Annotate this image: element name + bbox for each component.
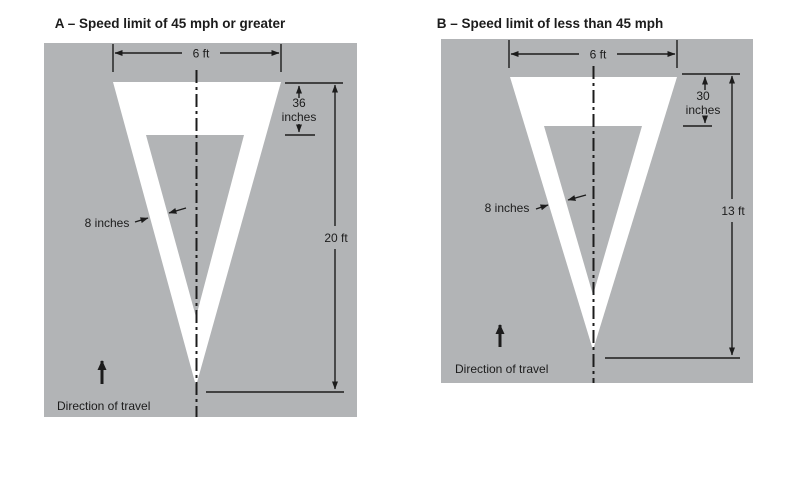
dim-top-width: 6 ft bbox=[508, 40, 678, 68]
dim-band-depth-value: 30 bbox=[696, 89, 710, 103]
panel-a-diagram: 6 ft 36 inches 20 ft 8 inches Direct bbox=[44, 43, 357, 417]
direction-of-travel: Direction of travel bbox=[57, 360, 150, 413]
dim-band-depth-value: 36 bbox=[292, 96, 306, 110]
dim-band-depth-unit: inches bbox=[282, 110, 317, 124]
dim-top-width-label: 6 ft bbox=[193, 47, 210, 61]
dim-length-label: 20 ft bbox=[324, 231, 348, 245]
panel-b-title: B – Speed limit of less than 45 mph bbox=[436, 16, 664, 31]
dim-band-depth: 36 inches bbox=[282, 82, 343, 136]
direction-of-travel: Direction of travel bbox=[455, 324, 548, 376]
callout-stripe-width: 8 inches bbox=[485, 194, 587, 215]
stripe-pointer-inner bbox=[567, 194, 587, 201]
panel-b-diagram: 6 ft 30 inches 13 ft 8 inches Direct bbox=[441, 39, 753, 383]
direction-label: Direction of travel bbox=[455, 362, 548, 376]
stripe-pointer-outer bbox=[134, 217, 149, 224]
dim-length: 20 ft bbox=[206, 84, 348, 393]
stripe-width-label: 8 inches bbox=[85, 216, 130, 230]
stripe-pointer-inner bbox=[168, 207, 187, 214]
stripe-width-label: 8 inches bbox=[485, 201, 530, 215]
panel-a-title: A – Speed limit of 45 mph or greater bbox=[54, 16, 286, 31]
dim-top-width: 6 ft bbox=[112, 44, 282, 72]
dim-top-width-label: 6 ft bbox=[590, 48, 607, 62]
stripe-pointer-outer bbox=[535, 204, 549, 211]
dim-length: 13 ft bbox=[605, 75, 745, 359]
direction-label: Direction of travel bbox=[57, 399, 150, 413]
dim-band-depth: 30 inches bbox=[682, 73, 740, 127]
callout-stripe-width: 8 inches bbox=[85, 207, 187, 230]
triangle-marking-hole bbox=[146, 135, 244, 317]
dim-band-depth-unit: inches bbox=[686, 103, 721, 117]
dim-length-label: 13 ft bbox=[721, 204, 745, 218]
